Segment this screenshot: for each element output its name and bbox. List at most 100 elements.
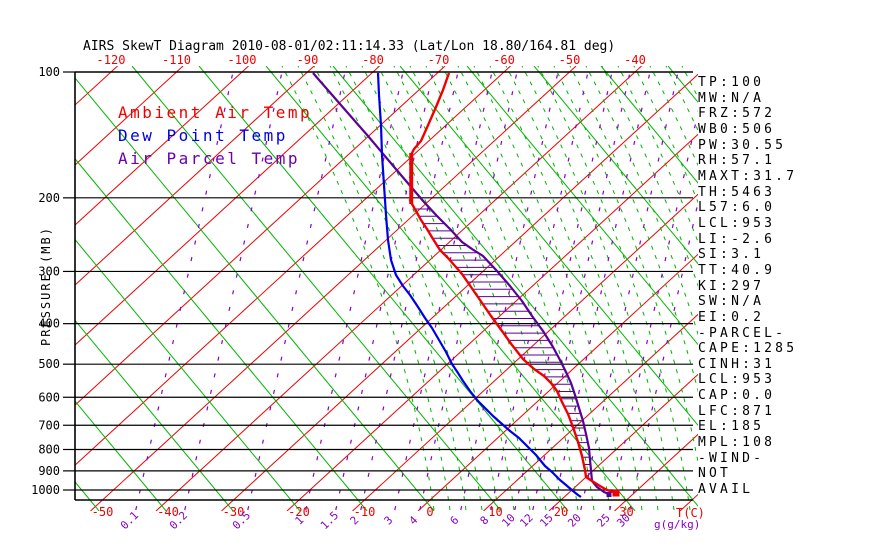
- legend: Ambient Air Temp Dew Point Temp Air Parc…: [118, 101, 312, 170]
- mixing-ratio-line: [514, 66, 614, 511]
- stat-line: CAP:0.0: [698, 388, 776, 404]
- stat-line: PW:30.55: [698, 137, 787, 153]
- stat-line: MPL:108: [698, 435, 776, 451]
- moist-adiabat-curve: [537, 66, 691, 511]
- mixing-ratio-label: 6: [448, 514, 462, 528]
- stat-line: AVAIL: [698, 482, 754, 498]
- stat-line: L57:6.0: [698, 200, 776, 216]
- isotherm-line: [352, 193, 698, 511]
- temp-label-top: -70: [428, 53, 450, 67]
- stat-line: LCL:953: [698, 372, 776, 388]
- moist-adiabat-curve: [569, 66, 698, 393]
- legend-dew-point: Dew Point Temp: [118, 126, 288, 145]
- temp-label-top: -40: [624, 53, 646, 67]
- stat-line: RH:57.1: [698, 153, 776, 169]
- moist-adiabat-curve: [601, 66, 698, 287]
- moist-adiabat-curve: [585, 66, 698, 336]
- temp-label-bottom: -10: [354, 505, 376, 519]
- dry-adiabat-line: [265, 66, 636, 511]
- ambient-temp-curve: [410, 72, 617, 495]
- isotherm-line: [75, 66, 315, 286]
- temp-label-bottom: 10: [488, 505, 502, 519]
- mixing-ratio-line: [394, 66, 494, 511]
- isotherm-line: [286, 133, 698, 511]
- isotherm-line: [548, 373, 698, 511]
- stat-line: MW:N/A: [698, 90, 765, 106]
- moist-adiabat-curve: [313, 66, 467, 511]
- temp-label-bottom: -30: [223, 505, 245, 519]
- stat-line: WB0:506: [698, 121, 776, 137]
- stat-line: SW:N/A: [698, 294, 765, 310]
- moist-adiabat-curve: [441, 66, 595, 511]
- pressure-tick-label: 800: [38, 442, 60, 456]
- moist-adiabat-curve: [457, 66, 611, 511]
- temp-label-top: -110: [162, 53, 191, 67]
- moist-adiabat-curve: [633, 66, 698, 204]
- dry-adiabat-line: [198, 66, 569, 511]
- temp-label-top: -50: [559, 53, 581, 67]
- mixing-ratio-line: [609, 109, 698, 511]
- temp-label-top: -100: [228, 53, 257, 67]
- moist-adiabat-curve: [345, 66, 499, 511]
- isotherm-line: [75, 66, 380, 346]
- mixing-ratio-label: 3: [382, 514, 396, 528]
- mixing-unit-label: g(g/kg): [654, 518, 700, 531]
- moist-adiabat-curve: [489, 66, 643, 511]
- dry-adiabat-line: [75, 400, 167, 511]
- isotherm-line: [155, 66, 642, 511]
- moist-adiabat-curve: [409, 66, 563, 511]
- stats-panel: TP:100 MW:N/A FRZ:572 WB0:506 PW:30.55 RH:57.…: [698, 75, 797, 498]
- temp-label-top: -60: [493, 53, 515, 67]
- isotherm-line: [614, 433, 698, 511]
- pressure-tick-label: 200: [38, 191, 60, 205]
- legend-ambient-temp: Ambient Air Temp: [118, 103, 313, 122]
- page-title: AIRS SkewT Diagram 2010-08-01/02:11:14.3…: [83, 39, 616, 54]
- moist-adiabat-curve: [521, 66, 675, 511]
- mixing-ratio-line: [460, 66, 560, 511]
- stat-line: EI:0.2: [698, 309, 765, 325]
- moist-adiabat-curve: [297, 66, 451, 511]
- dry-adiabat-line: [332, 66, 698, 507]
- stat-line: FRZ:572: [698, 106, 776, 122]
- stat-line: NOT: [698, 466, 732, 482]
- moist-adiabat-curve: [553, 66, 698, 465]
- dry-adiabat-line: [399, 66, 698, 427]
- temp-label-bottom: -50: [92, 505, 114, 519]
- moist-adiabat-curve: [329, 66, 483, 511]
- temp-label-bottom: 30: [619, 505, 633, 519]
- temp-label-bottom: -40: [157, 505, 179, 519]
- dewpoint-temp-curve: [376, 72, 582, 498]
- temp-label-top: -90: [297, 53, 319, 67]
- pressure-tick-label: 600: [38, 390, 60, 404]
- mixing-ratio-line: [305, 66, 405, 511]
- stat-line: -WIND-: [698, 450, 765, 466]
- stat-line: TT:40.9: [698, 262, 776, 278]
- dry-adiabat-line: [75, 238, 301, 511]
- dry-adiabat-line: [466, 66, 698, 346]
- temp-label-bottom: -20: [288, 505, 310, 519]
- moist-adiabat-curve: [425, 66, 579, 511]
- stat-line: -PARCEL-: [698, 325, 787, 341]
- legend-air-parcel: Air Parcel Temp: [118, 149, 300, 168]
- mixing-ratio-label: 12: [517, 511, 536, 530]
- mixing-ratio-label: 0.1: [118, 509, 141, 532]
- pressure-tick-label: 100: [38, 65, 60, 79]
- temp-label-bottom: 20: [554, 505, 568, 519]
- stat-line: LI:-2.6: [698, 231, 776, 247]
- stat-line: EL:185: [698, 419, 765, 435]
- pressure-tick-label: 300: [38, 264, 60, 278]
- mixing-ratio-label: 1.5: [318, 509, 341, 532]
- isotherm-line: [75, 66, 511, 466]
- isotherm-line: [483, 313, 698, 511]
- moist-adiabat-curve: [617, 66, 698, 244]
- pressure-tick-label: 500: [38, 357, 60, 371]
- stat-line: CINH:31: [698, 356, 776, 372]
- moist-adiabat-curve: [281, 66, 435, 511]
- pressure-tick-label: 1000: [31, 483, 60, 497]
- moist-adiabat-curve: [377, 66, 531, 511]
- dry-adiabat-line: [600, 66, 698, 184]
- moist-adiabat-curve: [361, 66, 515, 511]
- stat-line: TP:100: [698, 75, 765, 90]
- pressure-tick-label: 700: [38, 418, 60, 432]
